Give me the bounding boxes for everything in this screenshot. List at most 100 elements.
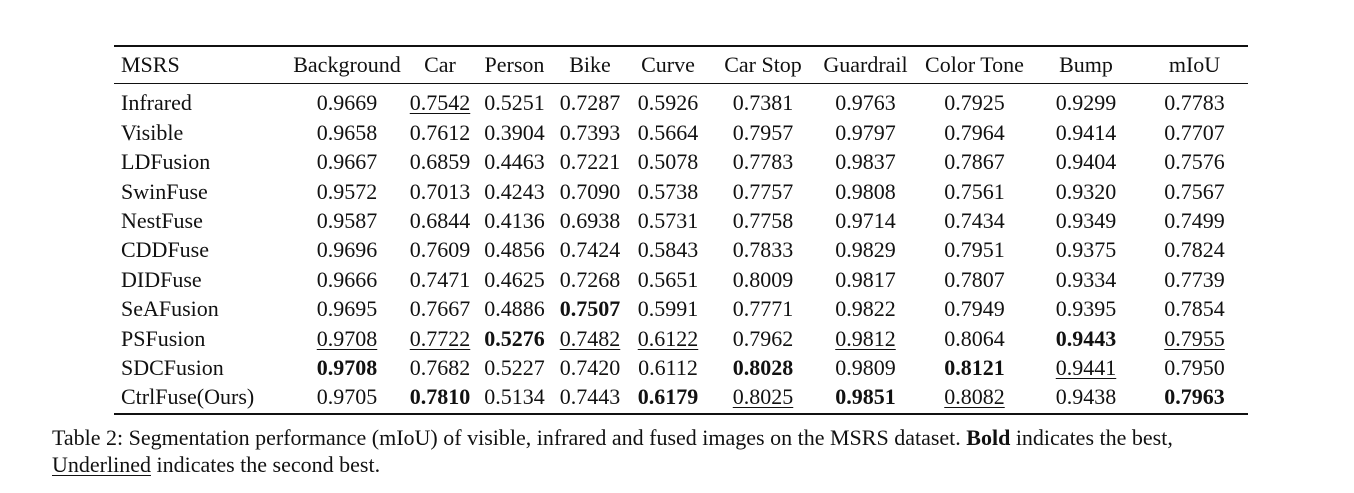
score-value: 0.7482 [559,325,621,351]
score-value: 0.5251 [484,90,545,116]
score-cell: 0.7925 [918,84,1031,118]
score-cell: 0.9829 [813,235,918,264]
score-cell: 0.7950 [1141,353,1248,382]
score-cell: 0.7443 [557,382,623,413]
score-cell: 0.9587 [286,206,408,235]
score-value: 0.7824 [1164,237,1225,263]
method-name: Infrared [121,90,192,116]
score-value: 0.4625 [484,266,545,292]
score-cell: 0.9334 [1031,265,1141,294]
score-cell: 0.7420 [557,353,623,382]
score-value: 0.9334 [1055,266,1117,292]
method-name: NestFuse [121,208,203,234]
score-value: 0.9763 [835,90,896,116]
score-cell: 0.9395 [1031,294,1141,323]
score-value: 0.7499 [1164,208,1225,234]
score-cell: 0.7854 [1141,294,1248,323]
score-cell: 0.7424 [557,235,623,264]
method-name: PSFusion [121,325,206,351]
method-name: LDFusion [121,149,211,175]
score-value: 0.9441 [1055,355,1117,381]
score-cell: 0.7824 [1141,235,1248,264]
score-cell: 0.6122 [623,324,713,353]
score-value: 0.7609 [409,237,471,263]
score-cell: 0.7957 [713,118,813,147]
score-cell: 0.9443 [1031,324,1141,353]
column-header: Car [424,52,456,77]
score-cell: 0.9375 [1031,235,1141,264]
score-value: 0.9395 [1055,296,1117,322]
score-cell: 0.8009 [713,265,813,294]
score-cell: 0.9658 [286,118,408,147]
score-cell: 0.9705 [286,382,408,413]
score-value: 0.5651 [637,266,699,292]
score-cell: 0.9669 [286,84,408,118]
score-cell: 0.7722 [408,324,472,353]
score-cell: 0.7507 [557,294,623,323]
header-row: MSRS Background Car Person Bike Curve Car Stop… [114,46,1248,84]
score-cell: 0.7963 [1141,382,1248,413]
table-row: DIDFuse 0.9666 0.7471 0.4625 0.7268 0.5651 0.8… [114,265,1248,294]
table-row: SeAFusion 0.9695 0.7667 0.4886 0.7507 0.5991 0… [114,294,1248,323]
score-cell: 0.7482 [557,324,623,353]
score-value: 0.9349 [1055,208,1117,234]
score-value: 0.9714 [835,208,896,234]
score-cell: 0.5991 [623,294,713,323]
table-header: MSRS Background Car Person Bike Curve Car Stop… [114,46,1248,84]
score-value: 0.9414 [1055,119,1117,145]
score-value: 0.7757 [732,178,794,204]
score-cell: 0.9696 [286,235,408,264]
score-value: 0.5078 [637,149,699,175]
table-row: SwinFuse 0.9572 0.7013 0.4243 0.7090 0.5738 0.… [114,177,1248,206]
score-value: 0.9667 [316,149,378,175]
score-value: 0.7561 [944,178,1005,204]
column-header: Curve [641,52,695,77]
score-cell: 0.9851 [813,382,918,413]
score-value: 0.9438 [1055,384,1117,410]
score-cell: 0.9822 [813,294,918,323]
score-value: 0.7950 [1164,355,1225,381]
score-cell: 0.7757 [713,177,813,206]
score-value: 0.7612 [409,119,471,145]
caption-text-2: indicates the best, [1010,425,1173,450]
score-cell: 0.9809 [813,353,918,382]
score-value: 0.5276 [484,325,545,351]
score-value: 0.7955 [1164,325,1225,351]
score-value: 0.5738 [637,178,699,204]
caption-text-1: Table 2: Segmentation performance (mIoU)… [52,425,967,450]
table-caption: Table 2: Segmentation performance (mIoU)… [52,424,1322,478]
score-cell: 0.7771 [713,294,813,323]
score-cell: 0.7567 [1141,177,1248,206]
score-cell: 0.7612 [408,118,472,147]
score-cell: 0.5276 [472,324,557,353]
score-value: 0.6859 [409,149,471,175]
score-value: 0.7854 [1164,296,1225,322]
table-body: Infrared 0.9669 0.7542 0.5251 0.7287 0.5926 0.… [114,84,1248,414]
score-value: 0.9837 [835,149,896,175]
score-value: 0.9404 [1055,149,1117,175]
score-value: 0.9808 [835,178,896,204]
caption-underlined-word: Underlined [52,452,151,477]
score-cell: 0.6179 [623,382,713,413]
score-value: 0.7576 [1164,149,1225,175]
score-cell: 0.9666 [286,265,408,294]
score-value: 0.8009 [732,266,794,292]
score-value: 0.9812 [835,325,896,351]
score-cell: 0.9667 [286,147,408,176]
score-value: 0.8025 [732,384,794,410]
score-value: 0.8028 [732,355,794,381]
score-cell: 0.9404 [1031,147,1141,176]
score-cell: 0.7090 [557,177,623,206]
method-name: Visible [121,119,184,145]
score-value: 0.9299 [1055,90,1117,116]
score-cell: 0.9438 [1031,382,1141,413]
score-cell: 0.4243 [472,177,557,206]
score-value: 0.7471 [409,266,471,292]
score-cell: 0.7542 [408,84,472,118]
score-cell: 0.5738 [623,177,713,206]
score-cell: 0.5134 [472,382,557,413]
score-cell: 0.7609 [408,235,472,264]
score-value: 0.7090 [559,178,621,204]
score-cell: 0.7951 [918,235,1031,264]
score-cell: 0.7381 [713,84,813,118]
